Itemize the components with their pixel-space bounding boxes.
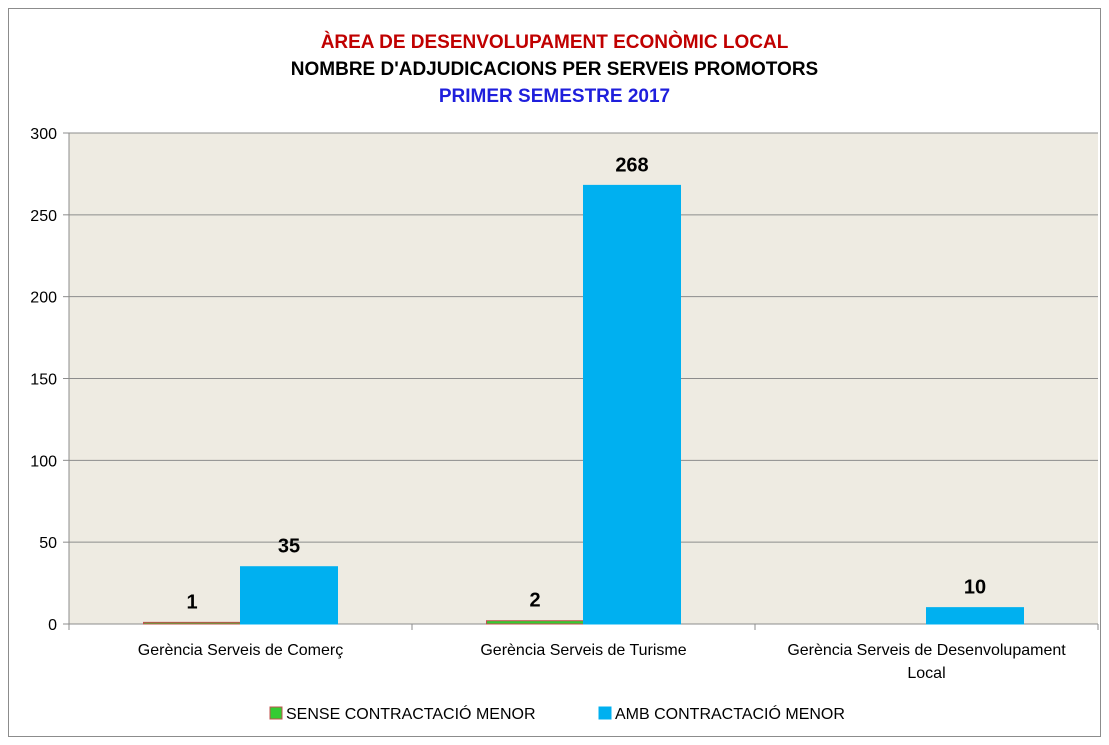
legend-swatch (269, 706, 283, 720)
y-tick-label: 150 (30, 372, 57, 389)
x-category-label: Gerència Serveis de Turisme (480, 642, 686, 659)
y-tick-label: 100 (30, 453, 57, 470)
x-category-label: Local (907, 665, 945, 682)
data-label: 2 (529, 590, 540, 612)
legend-label: AMB CONTRACTACIÓ MENOR (615, 704, 845, 723)
data-label: 35 (278, 536, 300, 558)
chart-title-line-1: ÀREA DE DESENVOLUPAMENT ECONÒMIC LOCAL (320, 32, 789, 53)
bar-amb (240, 566, 338, 625)
legend-label: SENSE CONTRACTACIÓ MENOR (286, 704, 536, 723)
chart-title-line-3: PRIMER SEMESTRE 2017 (438, 86, 671, 107)
data-label: 268 (615, 154, 648, 176)
x-category-label: Gerència Serveis de Desenvolupament (787, 642, 1066, 659)
data-label: 1 (186, 591, 197, 613)
y-tick-label: 0 (48, 617, 57, 634)
data-label: 10 (964, 577, 986, 599)
y-tick-label: 50 (39, 535, 57, 552)
bar-sense (143, 621, 241, 625)
y-tick-label: 250 (30, 208, 57, 225)
y-tick-label: 300 (30, 126, 57, 143)
bar-amb (926, 607, 1024, 625)
chart-title-line-2: NOMBRE D'ADJUDICACIONS PER SERVEIS PROMO… (290, 59, 819, 80)
bar-amb (583, 184, 681, 625)
legend-swatch (598, 706, 612, 720)
bar-sense (486, 620, 584, 625)
x-category-label: Gerència Serveis de Comerç (138, 642, 343, 659)
y-tick-label: 200 (30, 290, 57, 307)
